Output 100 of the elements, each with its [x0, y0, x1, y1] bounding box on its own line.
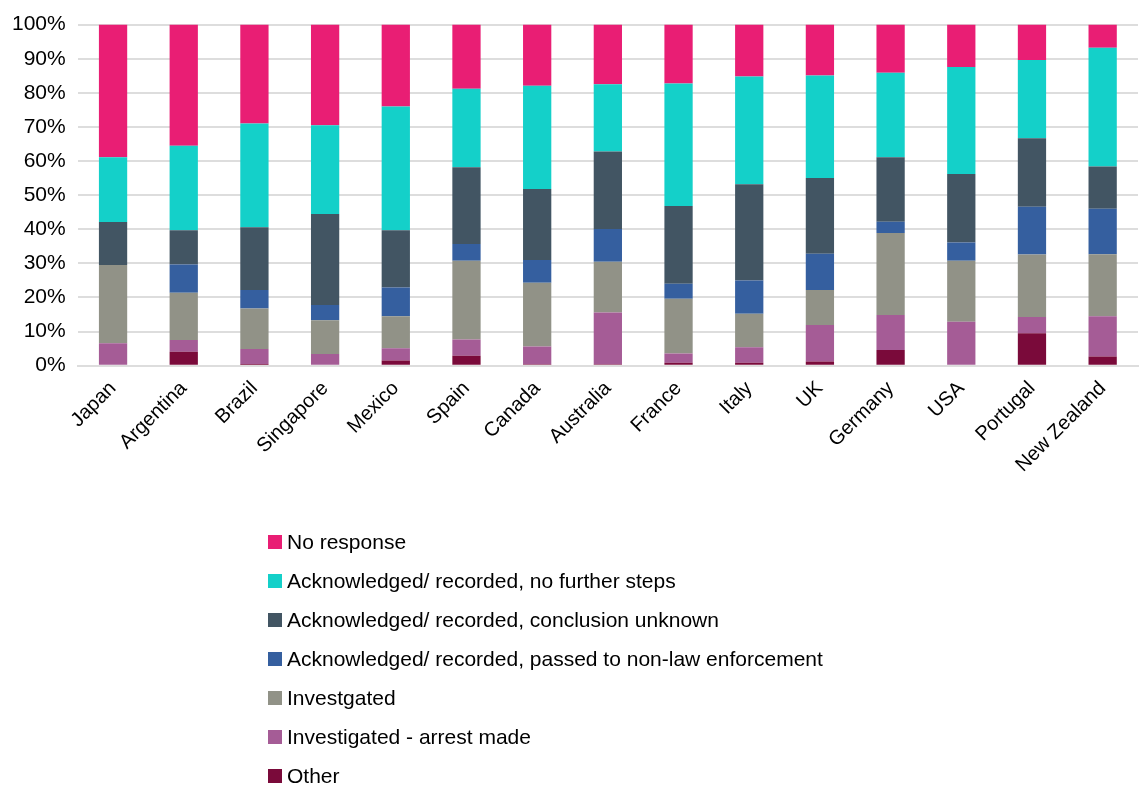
legend-label: Acknowledged/ recorded, no further steps: [287, 568, 676, 593]
bar: [452, 167, 481, 244]
bar: [947, 174, 976, 243]
legend-label: No response: [287, 529, 407, 554]
bar: [310, 125, 340, 214]
legend-label: Other: [287, 763, 340, 788]
bar: [169, 264, 198, 293]
bar: [381, 24, 410, 107]
bar: [664, 362, 693, 365]
bar: [169, 24, 198, 146]
bar: [381, 360, 410, 365]
bar: [664, 83, 693, 207]
x-tick-label: USA: [923, 375, 969, 421]
bar: [523, 85, 552, 190]
bar: [523, 259, 552, 283]
y-tick-label: 20%: [23, 284, 66, 308]
y-tick-label: 90%: [23, 45, 66, 69]
x-tick-label: Italy: [714, 376, 756, 418]
bar: [593, 151, 622, 229]
bar: [381, 230, 410, 288]
bar: [876, 157, 905, 222]
bar: [310, 320, 340, 355]
y-tick-label: 50%: [23, 181, 66, 205]
legend-label: Acknowledged/ recorded, conclusion unknown: [287, 607, 719, 632]
bar: [735, 313, 764, 348]
bar: [876, 314, 905, 351]
bar: [805, 325, 835, 362]
bar: [240, 348, 269, 364]
bar: [876, 350, 905, 365]
bar: [381, 316, 410, 349]
bar: [1017, 206, 1047, 255]
bar: [381, 106, 410, 231]
bar: [593, 24, 622, 85]
bar: [593, 84, 622, 152]
bar: [664, 206, 693, 284]
bar: [452, 88, 481, 168]
bar: [735, 362, 764, 365]
bar: [98, 222, 128, 266]
bar: [523, 282, 552, 347]
y-tick-label: 60%: [23, 147, 66, 171]
bar: [98, 157, 128, 223]
bar: [735, 184, 764, 281]
bar: [593, 261, 622, 313]
bar: [1088, 356, 1117, 365]
bar: [947, 321, 976, 365]
bar: [947, 24, 976, 67]
bar: [98, 265, 128, 344]
y-tick-label: 80%: [23, 79, 66, 103]
bar: [310, 304, 340, 321]
y-tick-label: 70%: [23, 113, 66, 137]
bar: [664, 283, 693, 299]
bar: [664, 298, 693, 354]
bar: [98, 24, 128, 158]
bar: [947, 66, 976, 174]
legend-label: Investgated: [287, 685, 396, 710]
bar: [1017, 333, 1047, 365]
y-tick-label: 0%: [35, 352, 66, 376]
bar: [876, 221, 905, 234]
bar: [876, 72, 905, 158]
bar: [1088, 24, 1117, 48]
bar: [169, 351, 198, 365]
bar: [310, 213, 340, 305]
bar: [169, 230, 198, 265]
bar: [947, 260, 976, 322]
x-tick-label: UK: [791, 375, 828, 412]
bar: [240, 123, 269, 228]
bar: [664, 24, 693, 84]
bar: [452, 355, 481, 365]
bar: [1088, 254, 1117, 317]
bar: [735, 76, 764, 185]
bar: [1017, 316, 1047, 334]
bar: [876, 233, 905, 315]
bar: [169, 145, 198, 231]
bar: [1088, 208, 1117, 255]
y-tick-label: 40%: [23, 216, 66, 240]
bar: [735, 24, 764, 77]
bar: [876, 24, 905, 73]
bar: [735, 347, 764, 363]
bar: [947, 242, 976, 261]
bar: [805, 289, 835, 326]
bar: [735, 280, 764, 314]
bar: [240, 227, 269, 290]
y-tick-label: 30%: [23, 250, 66, 274]
bar: [1088, 166, 1117, 209]
bar: [452, 260, 481, 340]
bar: [1017, 24, 1047, 61]
bar: [98, 343, 128, 365]
bar: [593, 312, 622, 365]
bar: [310, 354, 340, 365]
bar: [805, 24, 835, 76]
bar: [1017, 60, 1047, 139]
bar: [452, 339, 481, 356]
bar: [805, 178, 835, 254]
bar: [169, 340, 198, 352]
bar: [1017, 138, 1047, 207]
bar: [1088, 47, 1117, 167]
bar: [452, 24, 481, 89]
bar: [240, 308, 269, 349]
bar: [523, 346, 552, 365]
y-tick-label: 100%: [11, 11, 66, 35]
